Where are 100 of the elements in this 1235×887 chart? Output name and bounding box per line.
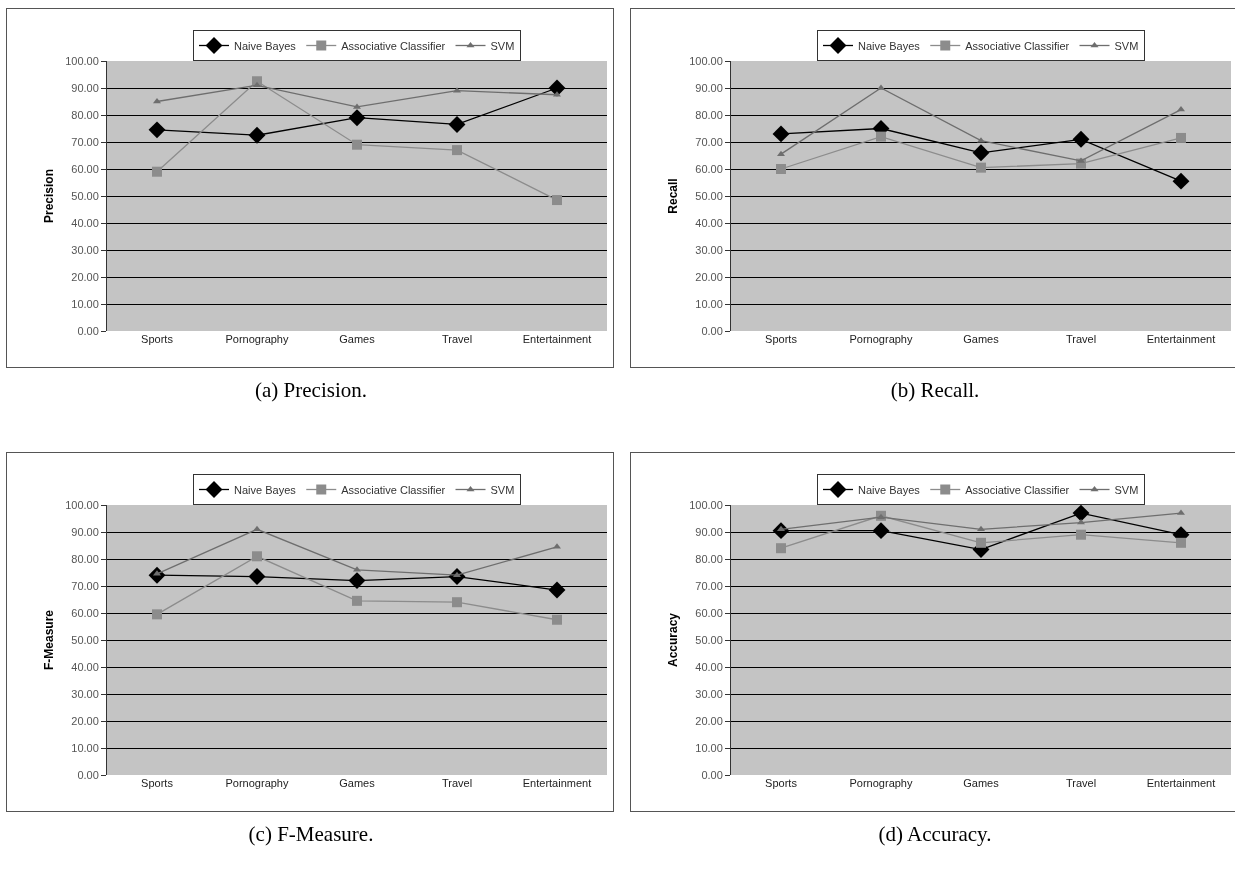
y-tick-label: 90.00	[71, 525, 99, 538]
x-tick-label: Sports	[141, 333, 174, 345]
legend-label: SVM	[490, 39, 515, 52]
y-tick-label: 0.00	[701, 768, 723, 781]
x-tick-label: Entertainment	[522, 777, 592, 789]
point	[1072, 130, 1090, 148]
y-tick-label: 60.00	[695, 162, 723, 175]
point	[348, 572, 366, 590]
legend-label: Associative Classifier	[341, 39, 446, 52]
y-tick-label: 10.00	[695, 741, 723, 754]
y-tick-label: 0.00	[701, 324, 723, 337]
point	[348, 109, 366, 127]
legend-label: Naive Bayes	[234, 483, 297, 496]
y-tick-label: 30.00	[695, 243, 723, 256]
x-tick-label: Entertainment	[522, 333, 592, 345]
legend-label: Associative Classifier	[965, 483, 1070, 496]
y-tick-label: 60.00	[71, 162, 99, 175]
legend-label: Associative Classifier	[341, 483, 446, 496]
y-tick-label: 70.00	[695, 135, 723, 148]
text: (b) Recall.	[889, 378, 981, 403]
point	[772, 125, 790, 143]
x-tick-label: Pornography	[225, 777, 289, 789]
legend-label: SVM	[1114, 483, 1139, 496]
y-tick-label: 100.00	[65, 54, 99, 67]
y-tick-label: 50.00	[71, 633, 99, 646]
x-tick-label: Sports	[141, 777, 174, 789]
y-tick-label: 0.00	[77, 768, 99, 781]
x-tick-label: Entertainment	[1146, 777, 1216, 789]
point	[548, 581, 566, 599]
y-tick-label: 40.00	[71, 216, 99, 229]
point	[248, 126, 266, 144]
legend-label: Naive Bayes	[234, 39, 297, 52]
y-tick-label: 20.00	[71, 270, 99, 283]
legend-label: Associative Classifier	[965, 39, 1070, 52]
x-tick-label: Games	[963, 777, 1000, 789]
text: (a) Precision.	[254, 378, 368, 403]
y-tick-label: 10.00	[71, 297, 99, 310]
legend-label: Naive Bayes	[858, 39, 921, 52]
y-axis-title: Precision	[42, 168, 57, 224]
point	[248, 568, 266, 585]
y-tick-label: 90.00	[695, 81, 723, 94]
y-tick-label: 80.00	[71, 552, 99, 565]
point	[1176, 132, 1186, 143]
y-tick-label: 30.00	[71, 687, 99, 700]
point	[976, 162, 986, 173]
x-tick-label: Travel	[441, 777, 473, 789]
y-tick-label: 30.00	[695, 687, 723, 700]
legend-label: SVM	[490, 483, 515, 496]
y-tick-label: 20.00	[71, 714, 99, 727]
x-tick-label: Pornography	[225, 333, 289, 345]
x-tick-label: Pornography	[849, 333, 913, 345]
point	[452, 145, 462, 156]
point	[352, 139, 362, 150]
y-tick-label: 20.00	[695, 714, 723, 727]
y-tick-label: 0.00	[77, 324, 99, 337]
x-tick-label: Games	[963, 333, 1000, 345]
y-tick-label: 50.00	[695, 633, 723, 646]
x-tick-label: Games	[339, 333, 376, 345]
point	[776, 164, 786, 174]
text: (c) F-Measure.	[247, 822, 375, 847]
x-tick-label: Games	[339, 777, 376, 789]
y-tick-label: 30.00	[71, 243, 99, 256]
point	[876, 131, 886, 142]
point	[148, 121, 166, 139]
y-tick-label: 40.00	[695, 660, 723, 673]
point	[152, 166, 162, 177]
legend-label: Naive Bayes	[858, 483, 921, 496]
y-tick-label: 60.00	[71, 606, 99, 619]
y-tick-label: 80.00	[695, 108, 723, 121]
point	[448, 116, 466, 133]
y-tick-label: 20.00	[695, 270, 723, 283]
legend-label: SVM	[1114, 39, 1139, 52]
x-tick-label: Pornography	[849, 777, 913, 789]
y-tick-label: 90.00	[71, 81, 99, 94]
y-axis-title: F-Measure	[42, 609, 57, 671]
y-tick-label: 80.00	[695, 552, 723, 565]
x-tick-label: Entertainment	[1146, 333, 1216, 345]
y-tick-label: 40.00	[71, 660, 99, 673]
y-tick-label: 100.00	[689, 54, 723, 67]
y-tick-label: 40.00	[695, 216, 723, 229]
point	[552, 195, 562, 206]
y-axis-title: Recall	[666, 178, 681, 214]
point	[452, 597, 462, 608]
x-tick-label: Travel	[1065, 333, 1097, 345]
point	[1172, 172, 1190, 190]
point	[152, 609, 162, 620]
point	[252, 81, 262, 88]
y-axis-title: Accuracy	[666, 612, 681, 668]
y-tick-label: 50.00	[695, 189, 723, 202]
point	[552, 614, 562, 625]
point	[352, 595, 362, 606]
y-tick-label: 70.00	[71, 579, 99, 592]
y-tick-label: 90.00	[695, 525, 723, 538]
x-tick-label: Travel	[1065, 777, 1097, 789]
y-tick-label: 100.00	[689, 498, 723, 511]
point	[548, 79, 566, 97]
point	[972, 144, 990, 162]
y-tick-label: 50.00	[71, 189, 99, 202]
point	[252, 551, 262, 562]
text: (d) Accuracy.	[877, 822, 993, 847]
